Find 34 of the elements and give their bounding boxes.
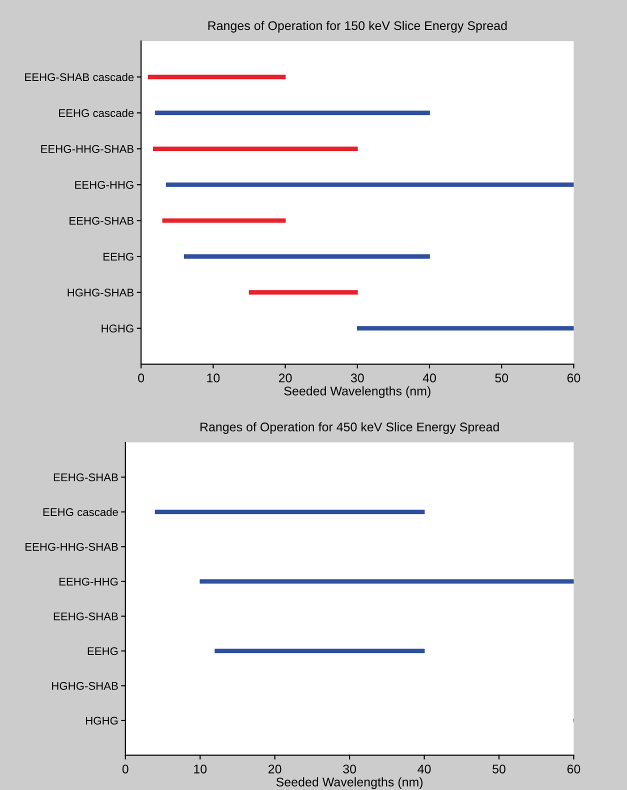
x-tick-label: 0 bbox=[138, 374, 144, 382]
x-tick-label: 40 bbox=[418, 764, 431, 774]
x-tick-label: 60 bbox=[567, 764, 580, 774]
x-tick-label: 20 bbox=[278, 374, 292, 382]
x-tick-label: 60 bbox=[567, 374, 580, 382]
y-tick-label: EEHG cascade bbox=[59, 108, 134, 118]
chart-title: Ranges of Operation for 450 keV Slice Energy Spread bbox=[200, 422, 499, 434]
y-tick-label: EEHG-SHAB bbox=[70, 216, 134, 225]
x-tick-label: 50 bbox=[492, 764, 506, 774]
y-tick-label: EEHG-SHAB bbox=[54, 473, 118, 482]
x-axis-title: Seeded Wavelengths (nm) bbox=[284, 386, 430, 398]
y-tick-label: EEHG cascade bbox=[43, 508, 118, 516]
y-tick-label: EEHG-HHG bbox=[75, 180, 134, 189]
chart-title: Ranges of Operation for 150 keV Slice Energy Spread bbox=[208, 20, 507, 33]
y-tick-label: HGHG bbox=[86, 716, 118, 725]
y-tick-label: EEHG-HHG-SHAB bbox=[41, 145, 134, 153]
x-tick-label: 20 bbox=[268, 764, 282, 774]
x-tick-label: 30 bbox=[343, 764, 356, 774]
x-tick-label: 30 bbox=[350, 374, 364, 382]
y-tick-label: EEHG bbox=[88, 647, 118, 656]
y-tick-label: HGHG-SHAB bbox=[68, 288, 134, 297]
x-tick-label: 50 bbox=[495, 374, 508, 382]
y-tick-label: EEHG bbox=[104, 252, 134, 261]
y-tick-label: EEHG-HHG bbox=[59, 578, 118, 586]
x-tick-label: 0 bbox=[122, 764, 128, 774]
x-tick-label: 40 bbox=[422, 374, 436, 382]
x-axis-title: Seeded Wavelengths (nm) bbox=[276, 777, 423, 789]
y-tick-label: HGHG bbox=[102, 324, 134, 332]
y-tick-label: EEHG-SHAB cascade bbox=[25, 72, 134, 82]
x-tick-label: 10 bbox=[194, 764, 207, 774]
y-tick-label: EEHG-HHG-SHAB bbox=[26, 542, 118, 551]
y-tick-label: EEHG-SHAB bbox=[54, 612, 118, 620]
y-tick-label: HGHG-SHAB bbox=[52, 682, 118, 690]
x-tick-label: 10 bbox=[207, 374, 220, 382]
